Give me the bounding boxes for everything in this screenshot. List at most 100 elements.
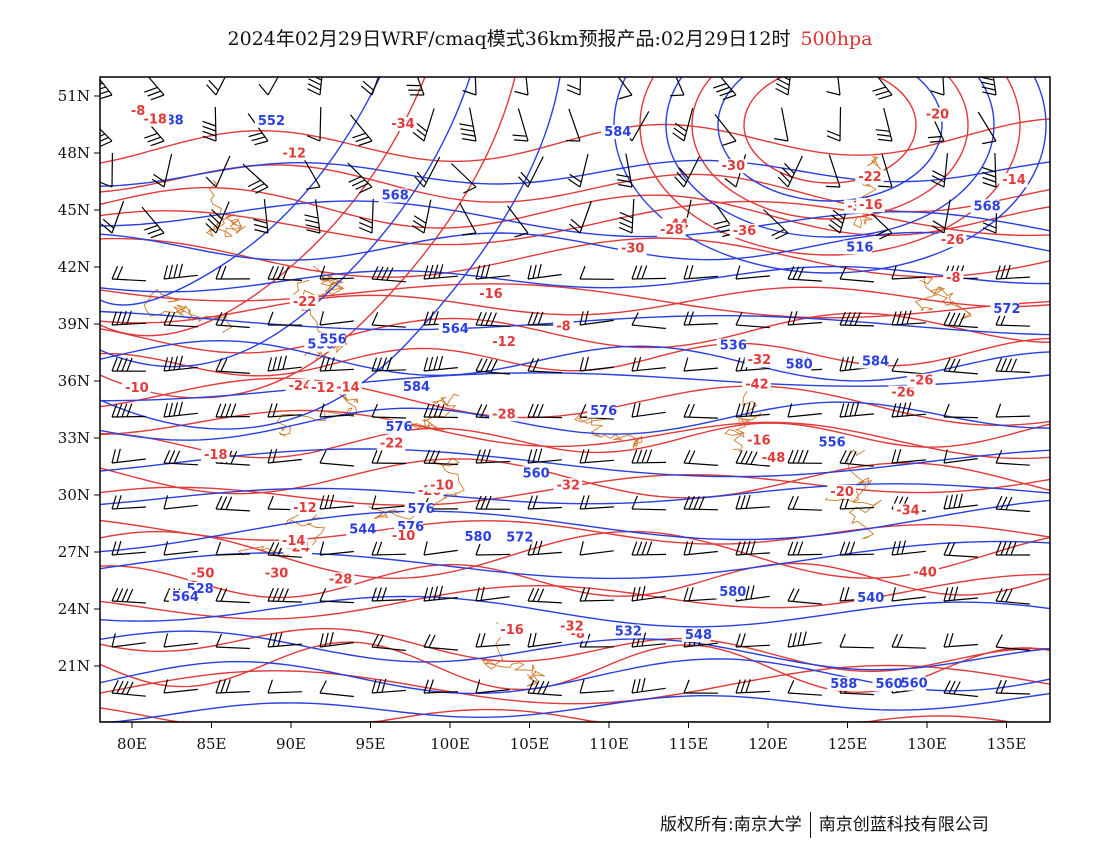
wind-barb <box>891 633 927 649</box>
wind-barb <box>527 680 562 697</box>
contour-label-bg <box>855 170 884 185</box>
contour-label-bg <box>742 377 771 392</box>
wind-barb <box>371 541 407 556</box>
wind-barb <box>683 265 718 280</box>
wind-barb <box>787 680 822 696</box>
y-tick-label: 45N <box>58 201 90 219</box>
contour-label-bg <box>438 321 468 336</box>
wind-barb <box>579 310 614 326</box>
footer-divider <box>809 812 811 838</box>
wind-barb <box>307 77 323 96</box>
wind-barb <box>839 401 874 418</box>
contour-label-bg <box>601 124 630 139</box>
height-contour-label: 536 <box>720 339 747 354</box>
temperature-contour-line <box>100 707 1050 722</box>
wind-barb <box>943 586 978 602</box>
wind-barb <box>579 404 614 420</box>
wind-barb <box>371 357 407 372</box>
contour-label-layer: 560 556 552 556 560 568 572 576 576 580 584 584 588 5… <box>122 103 1028 692</box>
temperature-contour-label: -28 <box>660 223 684 238</box>
contour-label-bg <box>943 271 964 286</box>
wind-barb <box>735 679 771 694</box>
wind-barb <box>371 266 406 283</box>
wind-barb <box>163 311 199 328</box>
height-contour-line <box>100 483 1050 506</box>
temperature-contour-label: -14 <box>282 534 306 549</box>
wind-barb <box>825 154 841 188</box>
height-contour-label: 548 <box>685 628 712 643</box>
wind-barb <box>267 265 303 281</box>
height-contour-label: 556 <box>320 332 347 347</box>
temperature-contour-label: -32 <box>557 478 581 493</box>
height-contour-line <box>665 77 995 238</box>
contour-label-bg <box>856 198 885 213</box>
wind-barb <box>579 356 614 372</box>
wind-barb <box>423 355 458 372</box>
contour-label-bg <box>476 286 505 301</box>
height-contour-label: 560 <box>876 677 903 692</box>
temperature-contour-label: -12 <box>311 381 335 396</box>
wind-barb <box>215 633 251 650</box>
wind-barb <box>423 449 459 466</box>
title-main: 2024年02月29日WRF/cmaq模式36km预报产品:02月29日12时 <box>227 28 791 50</box>
axis-layer: 80E 85E 90E 95E 100E 105E 110E 115E 120E 125E 130E… <box>58 87 1027 753</box>
y-tick-label: 48N <box>58 144 90 162</box>
wind-barb <box>763 209 789 240</box>
contour-label-bg <box>122 381 151 396</box>
wind-barb <box>872 77 893 100</box>
wind-barb <box>414 156 441 188</box>
contour-label-bg <box>388 117 417 132</box>
temperature-contour-label: -8 <box>946 271 960 286</box>
wind-barb <box>475 311 511 327</box>
wind-barb <box>943 493 978 510</box>
temperature-contour-label: -30 <box>265 566 289 581</box>
wind-barb <box>151 153 173 188</box>
wind-barb <box>215 358 250 374</box>
wind-barb <box>631 677 666 694</box>
wind-barb <box>891 358 926 375</box>
height-contour-line <box>717 77 943 202</box>
wind-barb <box>527 587 562 604</box>
wind-barb <box>527 632 562 648</box>
wind-barb <box>267 632 302 648</box>
wind-barb <box>319 541 354 556</box>
temperature-contour-line <box>100 573 1050 620</box>
height-contour-line <box>100 630 1050 671</box>
wind-barb <box>215 312 250 329</box>
wind-barb <box>371 403 407 419</box>
wind-barb <box>672 107 694 142</box>
contour-label-bg <box>729 223 759 238</box>
wind-barb <box>304 199 321 234</box>
wind-barb <box>258 77 279 96</box>
wind-barb <box>775 77 791 96</box>
copyright-text: 版权所有:南京大学 <box>660 815 802 835</box>
wind-barb <box>371 678 406 694</box>
x-tick-label: 85E <box>196 735 226 753</box>
temperature-contour-label: -22 <box>858 170 882 185</box>
wind-barb <box>943 358 978 375</box>
wind-barb <box>787 588 822 605</box>
contour-label-bg <box>553 478 583 493</box>
temperature-contour-label: -32 <box>560 619 584 634</box>
temperature-contour-line <box>100 118 1050 164</box>
wind-barb <box>982 152 997 188</box>
wind-barb <box>631 312 666 330</box>
wind-barb <box>527 495 563 510</box>
temperature-contour-line <box>100 286 1050 324</box>
wind-barb <box>512 108 529 142</box>
wind-barb <box>371 449 407 464</box>
contour-label-bg <box>168 589 198 604</box>
wind-barb <box>683 403 719 419</box>
wind-barb <box>579 265 615 280</box>
wind-barb <box>349 114 373 147</box>
wind-barb <box>995 588 1030 605</box>
wind-barb <box>579 449 614 464</box>
temperature-contour-label: -18 <box>204 448 228 463</box>
wind-barb <box>215 587 251 604</box>
wind-barb <box>306 106 322 142</box>
wind-barb <box>618 198 635 234</box>
wind-barb <box>787 631 822 648</box>
wind-barb <box>826 106 842 142</box>
wind-barb <box>826 77 841 96</box>
